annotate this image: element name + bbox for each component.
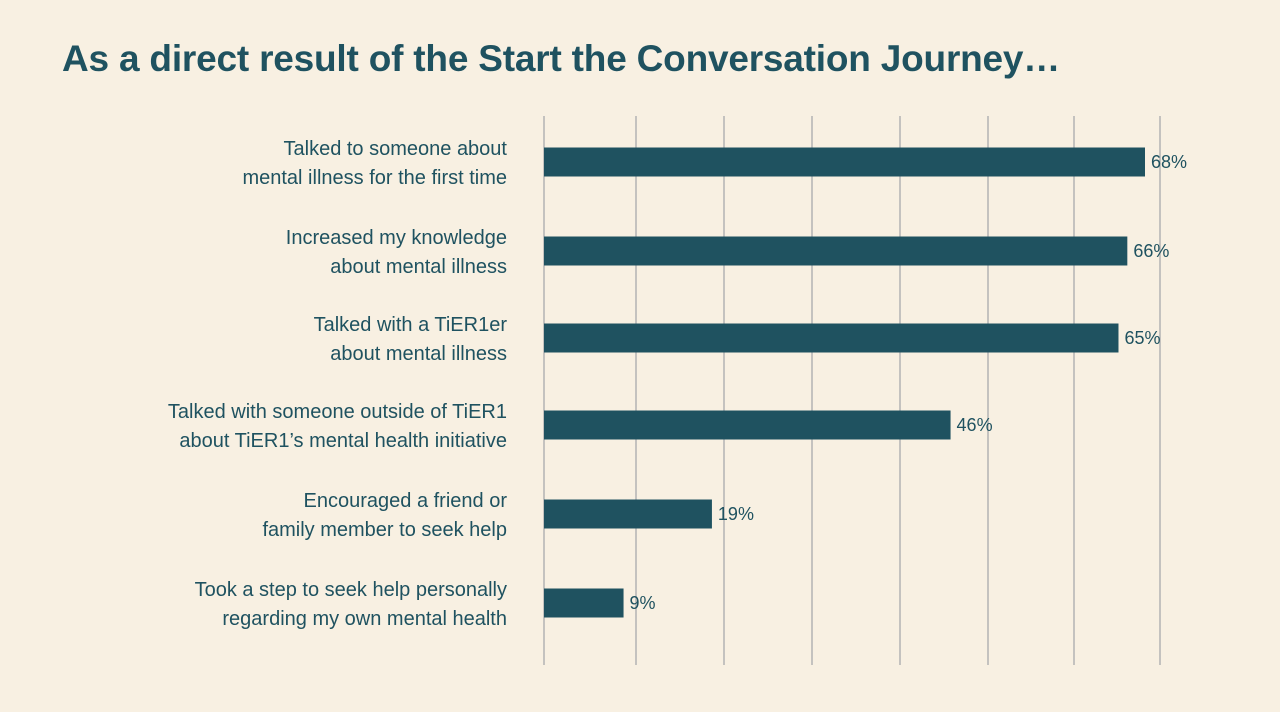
value-labels: 68% 66% 65% 46% 19% 9% xyxy=(630,152,1187,613)
bar xyxy=(544,323,1119,353)
category-label: Talked to someone about mental illness fo… xyxy=(242,138,507,189)
value-label: 65% xyxy=(1124,328,1160,348)
category-label-line: family member to seek help xyxy=(262,519,507,541)
grid-lines xyxy=(543,116,1161,665)
category-label-line: Increased my knowledge xyxy=(286,227,507,249)
page-title: As a direct result of the Start the Conv… xyxy=(62,38,1061,79)
category-label-line: Took a step to seek help personally xyxy=(195,579,507,601)
category-label-line: Talked with a TiER1er xyxy=(314,314,508,336)
category-label-line: Encouraged a friend or xyxy=(304,490,508,512)
category-label: Increased my knowledge about mental illne… xyxy=(286,227,507,278)
category-label-line: about TiER1’s mental health initiative xyxy=(179,430,507,452)
value-label: 19% xyxy=(718,504,754,524)
category-label: Took a step to seek help personally regar… xyxy=(195,579,507,630)
category-label-line: about mental illness xyxy=(330,343,507,365)
bars xyxy=(544,147,1145,618)
bar xyxy=(544,588,624,618)
category-label-line: Talked with someone outside of TiER1 xyxy=(168,401,507,423)
category-label: Encouraged a friend or family member to s… xyxy=(262,490,507,541)
category-label-line: about mental illness xyxy=(330,256,507,278)
bar xyxy=(544,499,712,529)
category-labels: Talked to someone about mental illness fo… xyxy=(168,138,508,630)
value-label: 46% xyxy=(957,415,993,435)
value-label: 68% xyxy=(1151,152,1187,172)
category-label: Talked with a TiER1er about mental illnes… xyxy=(314,314,508,365)
category-label: Talked with someone outside of TiER1 abou… xyxy=(168,401,507,452)
bar xyxy=(544,410,951,440)
category-label-line: Talked to someone about xyxy=(284,138,508,160)
bar xyxy=(544,236,1128,266)
bar xyxy=(544,147,1145,177)
value-label: 9% xyxy=(630,593,656,613)
value-label: 66% xyxy=(1133,241,1169,261)
category-label-line: regarding my own mental health xyxy=(222,608,507,630)
category-label-line: mental illness for the first time xyxy=(242,167,507,189)
